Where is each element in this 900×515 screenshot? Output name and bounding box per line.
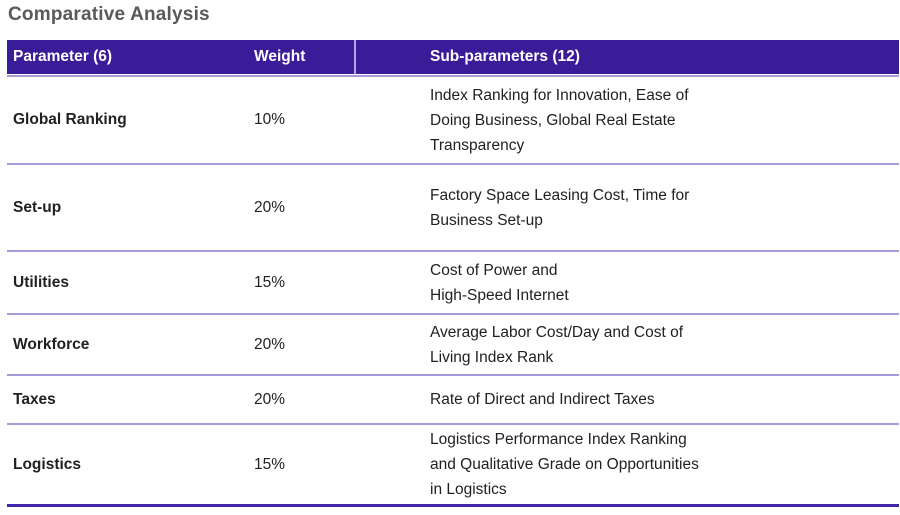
parameter-cell: Workforce — [13, 335, 90, 353]
header-cell-sub-parameters: Sub-parameters (12) — [354, 40, 899, 74]
parameter-cell: Set-up — [13, 198, 62, 216]
sub-parameters-cell: Cost of Power and High-Speed Internet — [430, 261, 569, 304]
sub-parameters-cell: Rate of Direct and Indirect Taxes — [430, 391, 655, 408]
weight-cell: 10% — [254, 111, 286, 128]
header-cell-weight: Weight — [254, 48, 306, 65]
table-row: Set-up 20% Factory Space Leasing Cost, T… — [7, 163, 899, 250]
table-row: Utilities 15% Cost of Power and High-Spe… — [7, 250, 899, 313]
weight-cell: 20% — [254, 390, 286, 408]
sub-parameters-cell: Factory Space Leasing Cost, Time for Bus… — [430, 186, 690, 229]
weight-cell: 15% — [254, 455, 286, 473]
table-row: Workforce 20% Average Labor Cost/Day and… — [7, 313, 899, 374]
weight-cell: 20% — [254, 335, 286, 353]
page-title: Comparative Analysis — [8, 4, 210, 25]
comparative-analysis-table: Parameter (6) Weight Sub-parameters (12)… — [7, 40, 899, 507]
parameter-cell: Utilities — [13, 273, 69, 291]
header-cell-parameter: Parameter (6) — [13, 48, 113, 65]
sub-parameters-cell: Average Labor Cost/Day and Cost of Livin… — [430, 323, 684, 366]
sub-parameters-cell: Index Ranking for Innovation, Ease of Do… — [430, 86, 689, 154]
table-row: Global Ranking 10% Index Ranking for Inn… — [7, 75, 899, 163]
weight-cell: 15% — [254, 273, 286, 291]
parameter-cell: Global Ranking — [13, 111, 127, 128]
table-header-row: Parameter (6) Weight Sub-parameters (12) — [7, 40, 899, 74]
weight-cell: 20% — [254, 198, 286, 216]
table-row: Logistics 15% Logistics Performance Inde… — [7, 423, 899, 507]
table-body: Global Ranking 10% Index Ranking for Inn… — [7, 75, 899, 507]
sub-parameters-cell: Logistics Performance Index Ranking and … — [430, 431, 699, 498]
parameter-cell: Taxes — [13, 390, 56, 408]
table-row: Taxes 20% Rate of Direct and Indirect Ta… — [7, 374, 899, 423]
parameter-cell: Logistics — [13, 455, 82, 473]
